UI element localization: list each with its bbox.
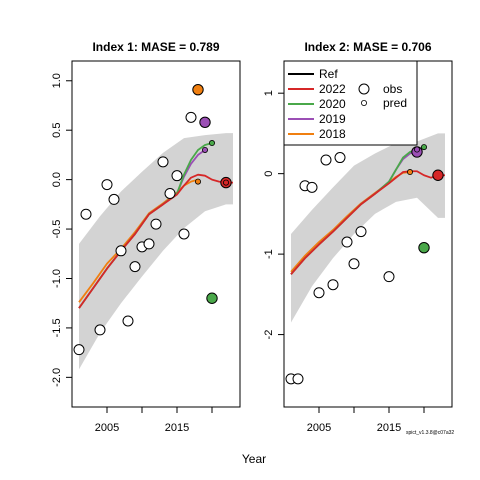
obs-point <box>348 258 360 270</box>
obs-point <box>334 152 346 164</box>
legend-label-pred: pred <box>383 96 407 110</box>
y-tick-label: -1 <box>263 249 275 259</box>
pred-point-2019 <box>413 146 420 153</box>
obs-point <box>115 245 127 257</box>
x-tick-label: 2015 <box>377 422 401 434</box>
obs-point <box>313 287 325 299</box>
pred-obs-point-2019 <box>199 116 211 128</box>
pred-point-2018 <box>194 178 201 185</box>
obs-point <box>306 181 318 193</box>
obs-point <box>355 226 367 238</box>
panel-1: Index 1: MASE = 0.789 -2.0 -1.5 -1.0 -0.5 0.0… <box>51 40 241 434</box>
line-2022 <box>290 170 445 275</box>
y-tick-label: -2.0 <box>51 368 63 387</box>
y-tick-label: 0.0 <box>51 172 63 187</box>
obs-point <box>327 279 339 291</box>
x-tick-label: 2005 <box>95 422 119 434</box>
obs-point <box>341 236 353 248</box>
x-axis-label: Year <box>242 452 266 466</box>
legend-label-2019: 2019 <box>319 112 346 126</box>
legend-label-2018: 2018 <box>319 127 346 141</box>
confidence-band <box>79 133 233 370</box>
y-tick-label: -1.5 <box>51 318 63 337</box>
y-tick-label: 0.5 <box>51 123 63 138</box>
pred-point-2020 <box>208 140 215 147</box>
obs-point <box>94 324 106 336</box>
obs-point <box>185 111 197 123</box>
obs-point <box>143 238 155 250</box>
obs-point <box>164 187 176 199</box>
y-tick-label: -1.0 <box>51 269 63 288</box>
pred-obs-point-2018 <box>192 83 204 96</box>
y-tick-label: -2 <box>263 330 275 340</box>
x-tick-label: 2015 <box>165 422 189 434</box>
y-tick-label: 0 <box>263 171 275 177</box>
obs-point <box>292 373 304 385</box>
obs-point <box>171 170 183 182</box>
obs-point <box>73 344 85 356</box>
legend-obs-symbol <box>358 83 370 95</box>
legend-label-2020: 2020 <box>319 97 346 111</box>
panel-title: Index 1: MASE = 0.789 <box>92 40 219 54</box>
obs-point <box>122 315 134 327</box>
panel-title: Index 2: MASE = 0.706 <box>304 40 431 54</box>
y-tick-label: 1.0 <box>51 73 63 88</box>
line-2022 <box>78 173 233 309</box>
obs-point <box>150 218 162 230</box>
legend-label-ref: Ref <box>319 67 338 81</box>
pred-obs-point-2020 <box>206 292 218 304</box>
footnote: spict_v1.3.8@c07a32 <box>406 430 454 436</box>
pred-obs-point-2022 <box>432 169 444 181</box>
obs-point <box>157 156 169 168</box>
pred-point-2020 <box>420 144 427 151</box>
pred-obs-point-2020 <box>418 241 430 254</box>
legend-pred-symbol <box>360 100 367 107</box>
obs-point <box>129 261 141 273</box>
obs-point <box>320 154 332 166</box>
legend-label-2022: 2022 <box>319 82 346 96</box>
legend-label-obs: obs <box>383 82 402 96</box>
obs-point <box>80 208 92 220</box>
pred-point-2022 <box>222 179 229 186</box>
obs-point <box>383 271 395 283</box>
obs-point <box>108 193 120 205</box>
confidence-band <box>291 133 445 323</box>
pred-point-2018 <box>406 169 413 176</box>
obs-point <box>101 179 113 191</box>
x-tick-label: 2005 <box>307 422 331 434</box>
y-tick-label: -0.5 <box>51 220 63 239</box>
plot-box <box>71 60 241 408</box>
panel-2: Index 2: MASE = 0.706 -2 -1 0 1 2005 2015 <box>263 40 453 434</box>
obs-point <box>178 228 190 240</box>
pred-point-2019 <box>201 146 208 153</box>
y-tick-label: 1 <box>263 90 275 96</box>
